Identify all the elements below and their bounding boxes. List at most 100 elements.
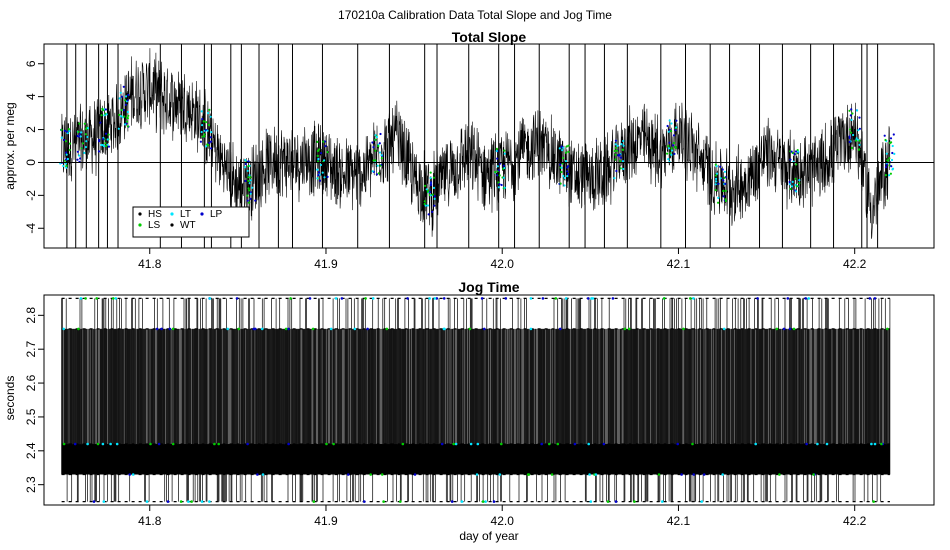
slope-calibration-point <box>497 181 500 184</box>
slope-calibration-point <box>616 144 619 147</box>
total-slope-y-label: approx. per meg <box>3 102 17 189</box>
slope-calibration-point <box>667 130 670 133</box>
jog-calibration-point <box>371 297 375 300</box>
jog-calibration-point <box>380 473 384 476</box>
slope-calibration-point <box>855 139 858 142</box>
jog-calibration-point <box>77 327 80 331</box>
slope-calibration-point <box>429 183 433 186</box>
slope-calibration-point <box>857 129 860 132</box>
slope-calibration-point <box>427 213 430 216</box>
slope-calibration-point <box>79 135 82 138</box>
slope-calibration-point <box>62 138 66 142</box>
jog-calibration-point <box>237 327 241 331</box>
jog-calibration-point <box>433 297 437 300</box>
jog-calibration-point <box>722 327 726 331</box>
slope-calibration-point <box>714 189 717 192</box>
slope-calibration-point <box>62 164 65 168</box>
x-axis-label: day of year <box>459 529 518 543</box>
jog-calibration-point <box>308 297 312 300</box>
slope-calibration-point <box>322 140 325 143</box>
y-tick-label: 2.7 <box>24 341 38 358</box>
slope-calibration-point <box>97 150 101 153</box>
slope-calibration-point <box>374 149 377 152</box>
jog-calibration-point <box>529 297 533 300</box>
slope-calibration-point <box>724 198 727 201</box>
slope-calibration-point <box>126 120 129 123</box>
slope-calibration-point <box>674 129 677 132</box>
jog-calibration-point <box>483 327 486 331</box>
slope-calibration-point <box>562 146 565 149</box>
slope-calibration-point <box>431 210 434 213</box>
slope-calibration-point <box>105 113 108 116</box>
slope-calibration-point <box>850 146 854 150</box>
jog-calibration-point <box>208 500 211 503</box>
x-tick-label: 41.8 <box>138 257 162 271</box>
jog-calibration-point <box>226 327 229 331</box>
slope-calibration-point <box>849 128 852 131</box>
jog-calibration-point <box>816 442 819 446</box>
slope-calibration-point <box>888 174 891 177</box>
jog-calibration-point <box>573 442 577 446</box>
x-tick-label: 42.1 <box>667 257 691 271</box>
slope-calibration-point <box>850 108 853 111</box>
slope-calibration-point <box>125 95 128 98</box>
slope-calibration-point <box>433 195 436 198</box>
x-tick-label: 42.2 <box>843 257 867 271</box>
jog-calibration-point <box>868 297 872 300</box>
slope-calibration-point <box>620 143 623 146</box>
jog-calibration-point <box>880 442 883 446</box>
slope-calibration-point <box>851 112 854 115</box>
jog-calibration-point <box>870 442 873 446</box>
jog-calibration-point <box>689 297 692 300</box>
jog-calibration-point <box>754 442 757 446</box>
slope-calibration-point <box>670 153 673 156</box>
jog-calibration-point <box>504 297 508 300</box>
slope-calibration-point <box>425 188 428 191</box>
slope-calibration-point <box>122 108 125 112</box>
slope-calibration-point <box>102 145 106 148</box>
slope-calibration-point <box>890 158 894 162</box>
slope-calibration-point <box>207 112 210 115</box>
slope-calibration-point <box>789 158 792 161</box>
slope-calibration-point <box>724 189 727 192</box>
slope-calibration-point <box>619 167 622 170</box>
slope-calibration-point <box>618 153 621 156</box>
slope-calibration-point <box>65 158 68 161</box>
jog-calibration-point <box>662 297 666 300</box>
slope-calibration-point <box>247 165 250 168</box>
slope-calibration-point <box>120 95 123 98</box>
slope-calibration-point <box>714 174 718 177</box>
y-tick-label: 2.3 <box>24 476 38 493</box>
jog-calibration-point <box>287 442 290 446</box>
slope-calibration-point <box>206 143 209 146</box>
slope-calibration-point <box>667 145 670 148</box>
jog-calibration-point <box>325 442 328 446</box>
slope-calibration-point <box>794 177 797 180</box>
legend-entry: LS <box>148 220 161 231</box>
slope-calibration-point <box>613 177 616 180</box>
slope-calibration-point <box>719 177 722 180</box>
jog-calibration-point <box>702 473 706 476</box>
x-tick-label: 42.2 <box>843 514 867 528</box>
slope-calibration-point <box>248 189 251 192</box>
slope-calibration-point <box>848 109 851 112</box>
jog-calibration-point <box>84 297 87 300</box>
legend-marker <box>138 212 142 216</box>
slope-calibration-point <box>208 141 211 144</box>
total-slope-plot-frame <box>43 43 935 249</box>
slope-calibration-point <box>247 179 250 182</box>
slope-calibration-point <box>496 165 499 168</box>
slope-calibration-point <box>372 159 375 162</box>
jog-calibration-point <box>529 327 533 331</box>
jog-calibration-point <box>778 473 781 476</box>
jog-calibration-point <box>564 297 568 300</box>
jog-calibration-point <box>450 500 454 503</box>
jog-calibration-point <box>363 500 366 503</box>
slope-calibration-point <box>790 185 794 188</box>
slope-calibration-point <box>715 177 718 180</box>
slope-calibration-point <box>205 145 208 148</box>
y-tick-label: 2.4 <box>24 442 38 459</box>
jog-calibration-point <box>208 297 212 300</box>
jog-calibration-point <box>480 297 484 300</box>
jog-calibration-point <box>190 500 193 503</box>
